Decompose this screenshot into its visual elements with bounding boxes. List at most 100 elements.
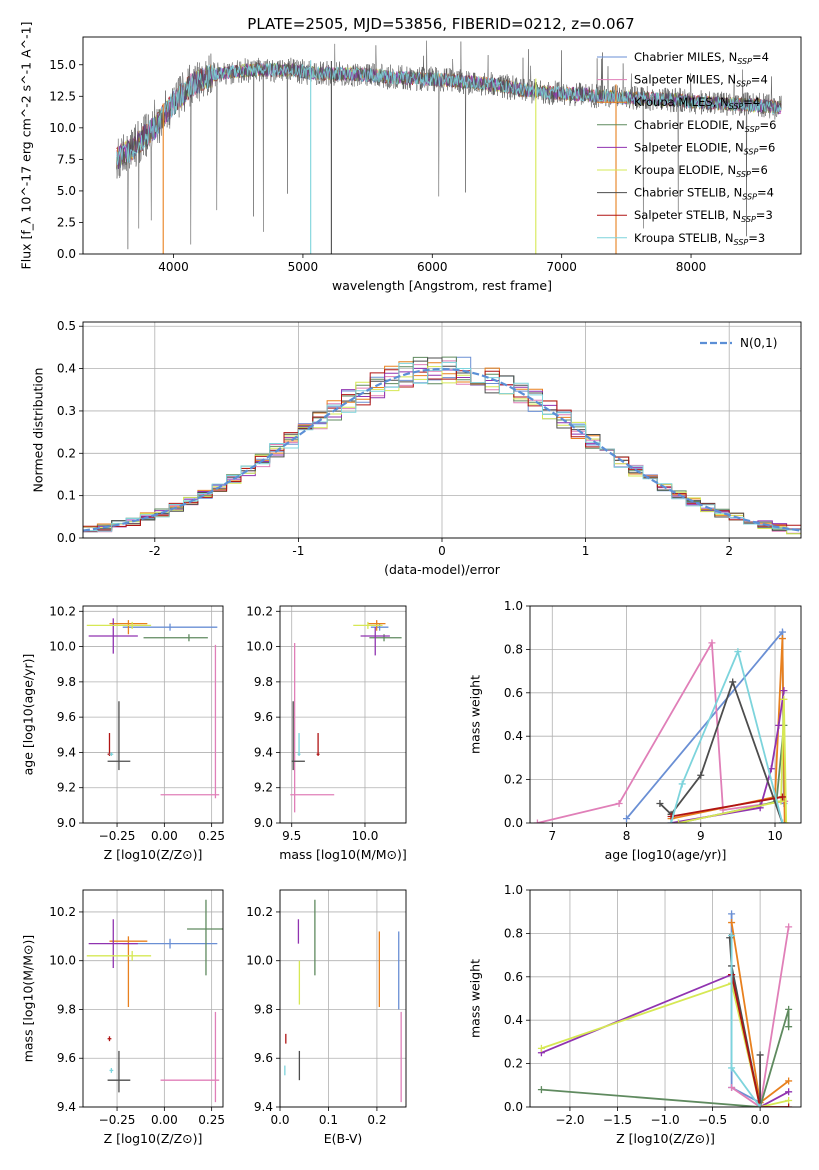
errorbar-point-ce (143, 634, 208, 642)
plot-area-spectrum (116, 40, 782, 254)
weight-marker (533, 819, 541, 823)
errorbar-point-cm (122, 623, 218, 631)
axes-frame (82, 605, 224, 824)
x-tick-label: 0.0 (270, 1113, 289, 1127)
legend-label: Kroupa MILES, NSSP=4 (634, 95, 760, 111)
x-axis-label: wavelength [Angstrom, rest frame] (332, 278, 552, 293)
weight-line-ss (670, 796, 783, 818)
errorbar-point-sm (290, 643, 335, 813)
x-axis-label: Z [log10(Z/Z⊙)] (104, 1131, 203, 1146)
y-tick-label: 10.0 (246, 954, 273, 968)
y-tick-label: 9.0 (57, 816, 76, 830)
legend-label: Kroupa ELODIE, NSSP=6 (634, 163, 768, 179)
weight-marker (778, 793, 786, 801)
x-tick-label: −1.5 (603, 1113, 632, 1127)
weight-line-km (670, 638, 786, 823)
y-tick-label: 10.2 (49, 604, 76, 618)
x-tick-label: 0.2 (367, 1113, 386, 1127)
weight-marker (785, 923, 793, 931)
weight-marker (728, 910, 736, 918)
weight-line-cm (625, 629, 785, 820)
weight-marker (728, 1083, 736, 1091)
weight-marker (537, 1086, 545, 1094)
weight-marker (708, 639, 716, 647)
chart-title: PLATE=2505, MJD=53856, FIBERID=0212, z=0… (247, 15, 634, 33)
y-tick-label: 0.2 (504, 1057, 523, 1071)
weight-marker (785, 1023, 793, 1031)
weight-marker (623, 815, 631, 823)
y-tick-label: 9.4 (57, 745, 76, 759)
gaussian-curve (83, 367, 801, 532)
y-tick-label: 9.6 (254, 1051, 273, 1065)
errorbar-point-cm (370, 623, 389, 631)
y-tick-label: 0.0 (57, 247, 76, 261)
weight-marker (778, 819, 786, 823)
y-tick-label: 9.8 (57, 675, 76, 689)
x-tick-label: 8 (623, 829, 631, 843)
histogram-ks (83, 361, 801, 532)
x-tick-label: 10.0 (352, 829, 379, 843)
legend-label: Salpeter ELODIE, NSSP=6 (634, 140, 775, 156)
x-axis-label: Z [log10(Z/Z⊙)] (616, 1131, 715, 1146)
spectrum-ks (116, 62, 782, 165)
y-tick-label: 9.8 (57, 1002, 76, 1016)
y-tick-label: 1.0 (504, 599, 523, 613)
y-tick-label: 9.6 (254, 710, 273, 724)
x-tick-label: 6000 (417, 260, 448, 274)
y-tick-label: 9.6 (57, 710, 76, 724)
y-tick-label: 0.5 (57, 319, 76, 333)
y-axis-label: Normed distribution (31, 368, 46, 493)
x-tick-label: 8000 (676, 260, 707, 274)
errorbar-point-cs (107, 1050, 131, 1093)
x-tick-label: 1 (582, 544, 590, 558)
weight-marker (756, 1103, 764, 1107)
x-tick-label: 7000 (546, 260, 577, 274)
x-tick-label: −0.25 (99, 829, 136, 843)
errorbar-point-ce (187, 899, 223, 976)
weight-marker (656, 799, 664, 807)
weight-line-ss (730, 974, 789, 1107)
legend-gauss-label: N(0,1) (740, 336, 777, 350)
y-tick-label: 10.2 (246, 905, 273, 919)
weight-line-ke (541, 982, 789, 1107)
axes-frame (279, 605, 407, 824)
y-tick-label: 7.5 (57, 152, 76, 166)
y-tick-label: 10.2 (49, 905, 76, 919)
axes-frame (82, 321, 802, 539)
y-tick-label: 0.1 (57, 489, 76, 503)
histogram-ke (83, 366, 801, 535)
weight-marker (785, 1077, 793, 1085)
x-tick-label: 5000 (288, 260, 319, 274)
weight-marker (697, 771, 705, 779)
y-tick-label: 9.2 (57, 781, 76, 795)
panel-ebv_mass: 0.0 0.1 0.2 9.4 9.6 9.8 10.0 10.2 E(B-V) (246, 889, 407, 1146)
axes-frame (529, 605, 802, 824)
errorbar-point-se (360, 627, 390, 656)
x-tick-label: 4000 (158, 260, 189, 274)
y-tick-label: 0.6 (504, 970, 523, 984)
weight-marker (728, 919, 736, 927)
plot-area-mass_age (290, 620, 402, 813)
errorbar-point-ks (297, 733, 301, 756)
weight-marker (777, 797, 785, 805)
x-tick-label: −2.0 (555, 1113, 584, 1127)
x-tick-label: 10 (767, 829, 782, 843)
y-tick-label: 0.0 (504, 1100, 523, 1114)
weight-marker (615, 799, 623, 807)
plot-area-residuals (83, 356, 801, 535)
plot-area-age_weight (533, 628, 790, 823)
errorbar-point-cs (291, 701, 305, 771)
legend-label: Salpeter MILES, NSSP=4 (634, 73, 768, 89)
x-tick-label: 0.25 (198, 829, 225, 843)
x-tick-label: 0.0 (751, 1113, 770, 1127)
weight-marker (780, 695, 788, 703)
x-axis-label: age [log10(age/yr)] (605, 847, 727, 862)
weight-line-sm (731, 926, 790, 1107)
y-tick-label: 9.6 (57, 1051, 76, 1065)
x-tick-label: 0.00 (151, 829, 178, 843)
panel-residuals: -2 -1 0 1 2 0.0 0.1 0.2 0.3 0.4 0.5 (data-model)/er… (31, 319, 802, 577)
x-axis-label: Z [log10(Z/Z⊙)] (104, 847, 203, 862)
y-tick-label: 0.4 (57, 362, 76, 376)
y-tick-label: 0.8 (504, 926, 523, 940)
